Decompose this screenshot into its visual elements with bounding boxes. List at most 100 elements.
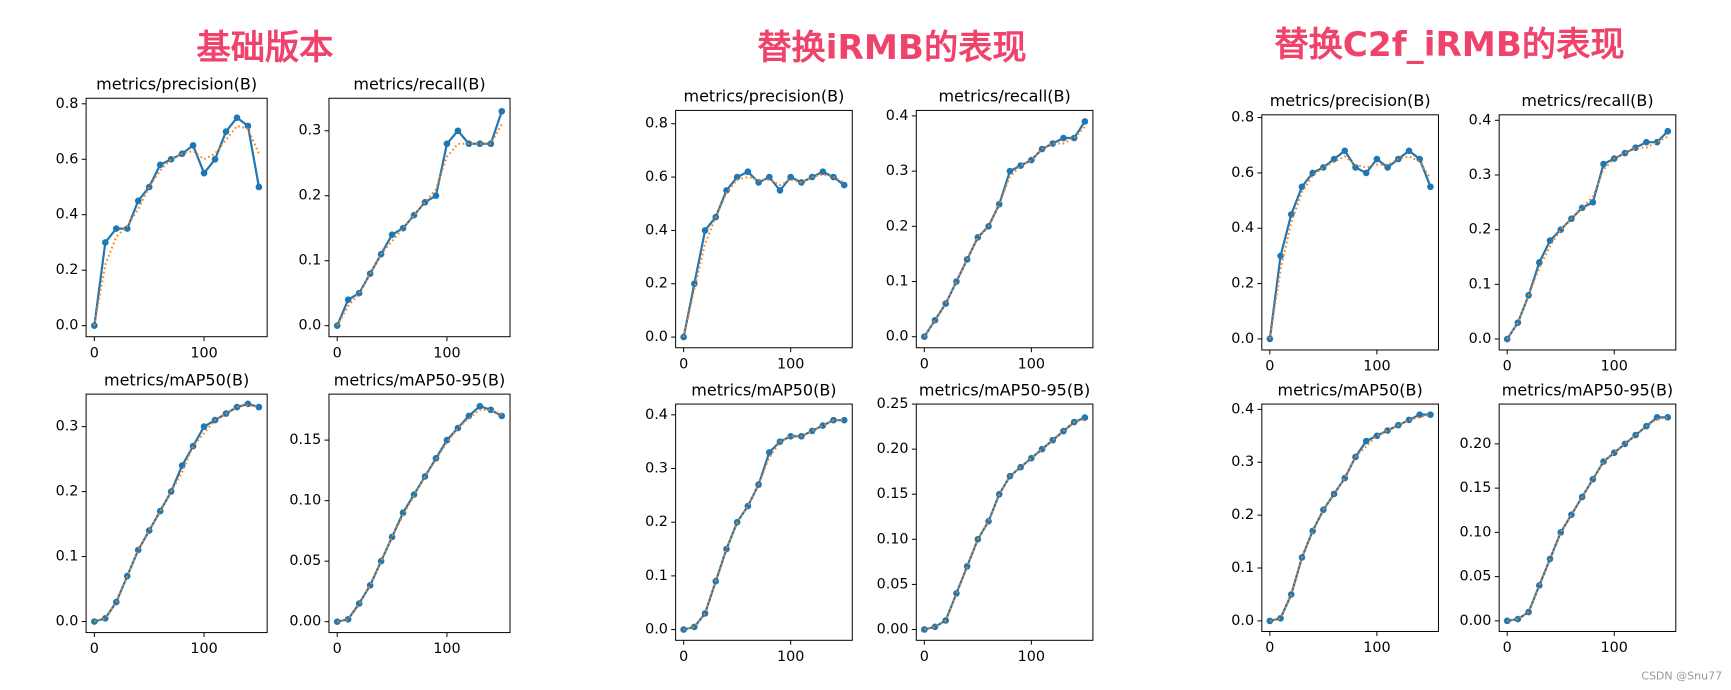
- point: [691, 280, 698, 288]
- point: [1384, 427, 1391, 434]
- point: [733, 173, 741, 181]
- x-tick-label: 0: [920, 649, 929, 665]
- y-tick-label: 0.2: [298, 188, 321, 204]
- y-tick-label: 0.0: [645, 329, 668, 345]
- chart-title: metrics/mAP50-95(B): [334, 370, 505, 389]
- point: [1557, 226, 1565, 233]
- y-tick-label: 0.0: [56, 614, 79, 630]
- y-tick-label: 0.15: [1460, 480, 1492, 496]
- point: [498, 412, 506, 420]
- y-tick-label: 0.0: [1231, 331, 1254, 347]
- point: [1330, 155, 1338, 163]
- point: [487, 140, 495, 148]
- axes-frame: [1498, 114, 1677, 351]
- x-tick-label: 0: [90, 641, 99, 657]
- point: [701, 227, 709, 234]
- y-tick-label: 0.4: [1469, 112, 1492, 128]
- point: [819, 168, 827, 176]
- point: [123, 572, 131, 580]
- y-tick-label: 0.8: [1231, 110, 1254, 126]
- y-tick-label: 0.00: [289, 614, 321, 630]
- axes-frame: [85, 97, 268, 338]
- x-tick-label: 100: [777, 356, 804, 372]
- series-line: [93, 116, 261, 326]
- point: [366, 270, 374, 278]
- axes-frame: [328, 393, 511, 634]
- y-tick-label: 0.00: [1460, 613, 1492, 629]
- x-tick-label: 0: [333, 345, 342, 361]
- point: [156, 507, 164, 515]
- point: [1362, 169, 1370, 177]
- x-tick-label: 0: [1503, 640, 1512, 656]
- y-tick-label: 0.1: [56, 549, 79, 565]
- point: [211, 155, 219, 163]
- chart-title: metrics/mAP50(B): [1278, 380, 1423, 399]
- y-tick-label: 0.3: [56, 419, 79, 435]
- point: [765, 173, 773, 181]
- axes-frame: [675, 109, 853, 349]
- point: [189, 442, 197, 450]
- y-tick-label: 0.20: [1460, 436, 1492, 452]
- point: [255, 403, 263, 411]
- y-tick-label: 0.0: [1231, 613, 1254, 629]
- y-tick-label: 0.00: [877, 621, 909, 637]
- point: [701, 610, 709, 617]
- axes-frame: [1498, 403, 1677, 632]
- y-tick-label: 0.3: [1231, 454, 1254, 470]
- x-tick-label: 0: [1503, 359, 1512, 375]
- point: [432, 192, 440, 200]
- point: [1070, 134, 1078, 142]
- point: [840, 181, 848, 189]
- y-tick-label: 0.1: [1231, 560, 1254, 576]
- point: [355, 289, 363, 297]
- y-tick-label: 0.10: [289, 493, 321, 509]
- point: [476, 402, 484, 410]
- group-title: 基础版本: [197, 28, 334, 68]
- point: [1664, 127, 1672, 135]
- point: [1006, 167, 1014, 175]
- point: [1653, 414, 1661, 421]
- y-tick-label: 0.2: [56, 262, 79, 278]
- point: [1060, 134, 1067, 142]
- x-tick-label: 100: [1363, 359, 1390, 375]
- y-tick-label: 0.6: [645, 169, 668, 185]
- series-line: [1506, 135, 1669, 340]
- y-tick-label: 0.2: [56, 484, 79, 500]
- point: [255, 183, 263, 191]
- point: [1600, 160, 1607, 168]
- x-tick-label: 0: [679, 356, 688, 372]
- x-tick-label: 100: [433, 641, 460, 657]
- y-tick-label: 0.10: [877, 531, 909, 547]
- point: [808, 427, 816, 435]
- point: [1589, 199, 1597, 206]
- chart-title: metrics/recall(B): [938, 87, 1070, 106]
- point: [680, 333, 687, 341]
- point: [443, 436, 451, 444]
- point: [421, 198, 429, 206]
- x-tick-label: 100: [190, 641, 217, 657]
- chart-title: metrics/mAP50-95(B): [919, 380, 1090, 399]
- point: [200, 169, 208, 177]
- point: [1266, 617, 1274, 625]
- point: [1298, 183, 1306, 191]
- y-tick-label: 0.6: [1231, 165, 1254, 181]
- series-line: [683, 419, 845, 631]
- point: [189, 142, 197, 149]
- y-tick-label: 0.2: [1231, 276, 1254, 292]
- y-tick-label: 0.05: [877, 576, 909, 592]
- y-tick-label: 0.2: [645, 514, 668, 530]
- y-tick-label: 0.2: [886, 218, 909, 234]
- x-tick-label: 100: [1601, 359, 1628, 375]
- point: [465, 412, 473, 420]
- x-tick-label: 100: [190, 345, 217, 361]
- point: [840, 416, 848, 424]
- group-title: 替换iRMB的表现: [757, 28, 1026, 68]
- y-tick-label: 0.2: [1231, 507, 1254, 523]
- series-line: [682, 173, 845, 338]
- point: [1038, 445, 1046, 453]
- x-tick-label: 0: [333, 641, 342, 657]
- y-tick-label: 0.8: [56, 96, 79, 112]
- y-tick-label: 0.4: [1231, 220, 1254, 236]
- point: [101, 239, 109, 246]
- chart-title: metrics/precision(B): [683, 87, 844, 106]
